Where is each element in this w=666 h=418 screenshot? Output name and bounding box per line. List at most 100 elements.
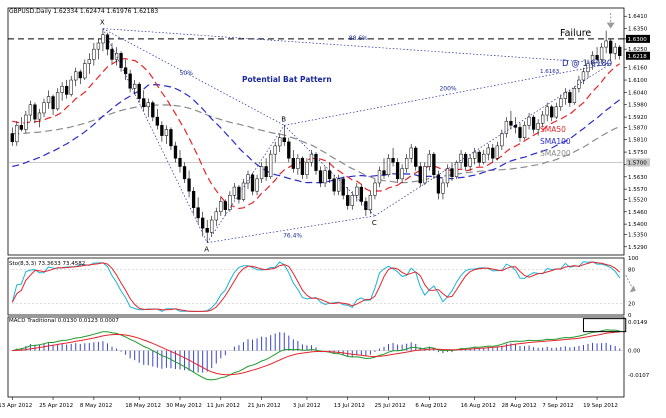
price-tick-label: 1.5920 xyxy=(628,115,648,121)
candle xyxy=(491,147,495,159)
candle xyxy=(450,168,454,178)
candle xyxy=(114,53,119,60)
candle xyxy=(454,162,459,178)
price-tick-label: 1.5350 xyxy=(628,232,648,238)
candle xyxy=(273,145,277,155)
candle xyxy=(155,116,159,126)
pattern-leg xyxy=(374,63,611,217)
candle xyxy=(482,153,486,163)
candle xyxy=(341,178,345,196)
candle xyxy=(563,92,567,99)
macd-signal-line xyxy=(12,331,620,376)
price-tick-label: 1.5750 xyxy=(628,150,648,156)
failure-label: Failure xyxy=(560,28,591,39)
candle xyxy=(123,67,128,75)
candle xyxy=(269,153,273,178)
d-price-label: 1.6163 xyxy=(540,69,560,75)
candle xyxy=(359,186,363,202)
price-tick-label: 1.5460 xyxy=(628,210,648,216)
candle xyxy=(169,129,173,147)
stoch-d-line xyxy=(11,261,621,312)
d-target-label: D @ 1.6180 xyxy=(562,59,612,69)
candle xyxy=(110,48,114,60)
candle xyxy=(282,137,286,143)
price-tick-label: 1.6410 xyxy=(628,14,648,20)
candle xyxy=(418,166,422,184)
candle xyxy=(96,42,101,50)
stoch-header: Sto(8,3,3) 73.3633 73.4582 xyxy=(9,261,85,267)
macd-header: MACD Traditional 0.0130 0.0123 0.0007 xyxy=(9,318,119,324)
candle xyxy=(445,168,450,184)
candle xyxy=(46,96,51,103)
date-tick-label: 16 Aug 2012 xyxy=(461,403,496,409)
stoch-k-line xyxy=(11,261,621,312)
candle xyxy=(119,53,123,68)
candle xyxy=(60,85,64,93)
candle xyxy=(146,102,150,108)
candle xyxy=(51,96,55,110)
pattern-title: Potential Bat Pattern xyxy=(242,75,332,84)
candle xyxy=(296,158,300,169)
candle xyxy=(459,153,463,163)
panel-frame xyxy=(7,7,625,256)
candle xyxy=(395,162,400,180)
stoch-tick-label: 100 xyxy=(628,256,639,262)
candle xyxy=(314,153,318,171)
candle xyxy=(518,127,522,138)
date-tick-label: 25 Apr 2012 xyxy=(39,403,73,409)
price-tick-label: 1.5400 xyxy=(628,222,648,228)
candle xyxy=(318,170,323,184)
failure-arrowhead xyxy=(606,22,615,29)
candle xyxy=(355,186,359,196)
main-price-panel: 1.6410 1.6350 1.6300 1.6250 1.6160 1.6100 1.60… xyxy=(7,7,650,398)
candle xyxy=(377,170,382,184)
price-tick-label: 1.5520 xyxy=(628,197,648,203)
candle xyxy=(42,102,46,114)
candle xyxy=(142,98,146,108)
pattern-point-label: A xyxy=(204,246,209,254)
candle xyxy=(386,158,391,175)
candle xyxy=(423,166,427,184)
candle xyxy=(599,46,604,60)
candle xyxy=(137,83,141,99)
candle xyxy=(287,141,291,159)
candle xyxy=(409,147,413,159)
date-tick-label: 13 Jul 2012 xyxy=(334,403,365,409)
price-tick-label: 1.6250 xyxy=(628,47,648,53)
date-tick-label: 28 Aug 2012 xyxy=(501,403,536,409)
candle xyxy=(332,178,336,192)
date-tick-label: 30 May 2012 xyxy=(166,403,202,409)
candle xyxy=(24,114,28,130)
candle xyxy=(191,190,196,208)
sma-legend-label: SMA50 xyxy=(540,125,566,134)
date-tick-label: 19 Sep 2012 xyxy=(583,403,618,409)
price-tick-label: 1.5870 xyxy=(628,125,648,131)
candle xyxy=(414,147,418,167)
candle xyxy=(164,129,169,136)
chart-header: GBPUSD,Daily 1.62334 1.62474 1.61976 1.6… xyxy=(9,8,158,15)
sma50-line xyxy=(12,57,621,210)
candle xyxy=(463,153,468,167)
price-label-box xyxy=(626,34,650,43)
candle xyxy=(78,71,82,79)
candle xyxy=(590,55,595,64)
price-label-highlight: 1.5700 xyxy=(628,160,648,166)
candle xyxy=(246,174,250,184)
date-tick-label: 21 Jun 2012 xyxy=(248,403,281,409)
candle xyxy=(187,178,191,192)
candle xyxy=(613,46,617,54)
pattern-point-label: X xyxy=(100,19,105,27)
candle xyxy=(536,123,540,130)
pattern-leg xyxy=(284,125,376,217)
date-tick-label: 13 Apr 2012 xyxy=(0,403,32,409)
candle xyxy=(364,201,368,210)
sma200-line xyxy=(12,104,620,184)
pattern-leg xyxy=(284,63,611,126)
candle xyxy=(65,85,69,95)
candle xyxy=(250,174,255,192)
candle xyxy=(300,158,305,175)
candle xyxy=(255,178,259,192)
candle xyxy=(182,166,187,180)
